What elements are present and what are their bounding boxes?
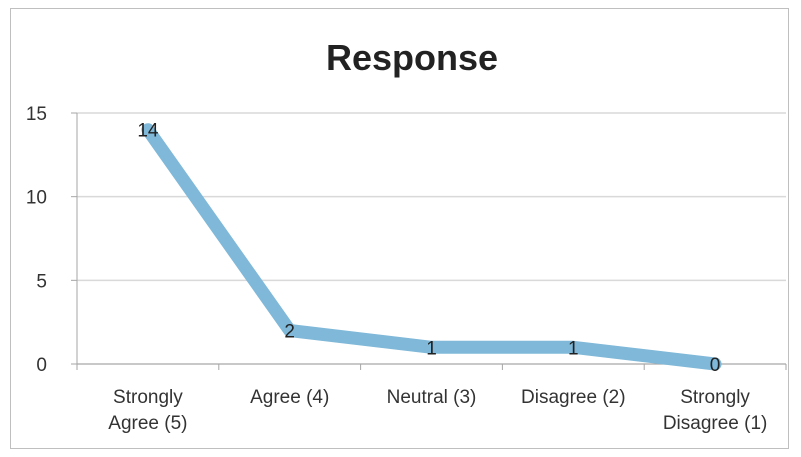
- x-tick-label: Strongly Disagree (1): [663, 387, 768, 434]
- y-tick-label: 10: [26, 188, 47, 209]
- data-label: 0: [710, 355, 721, 376]
- data-label: 2: [284, 322, 295, 343]
- chart-frame: [10, 8, 789, 449]
- x-tick-label: Disagree (2): [521, 387, 626, 408]
- x-tick-label: Strongly Agree (5): [108, 387, 187, 434]
- data-labels: 14 2 1 1 0: [137, 121, 720, 376]
- data-point: [714, 363, 717, 365]
- data-point: [430, 346, 433, 349]
- x-tick-label: Neutral (3): [387, 387, 477, 408]
- y-tick-label: 0: [36, 355, 47, 376]
- y-tick-label: 15: [26, 104, 47, 125]
- data-point: [572, 346, 575, 349]
- data-point: [146, 128, 149, 131]
- gridlines: [77, 112, 786, 282]
- series-line: [141, 123, 722, 371]
- chart-title: Response: [326, 37, 498, 78]
- series-line-path: [141, 123, 722, 371]
- data-label: 1: [426, 338, 437, 359]
- x-tick-label: Agree (4): [250, 387, 329, 408]
- data-point: [288, 329, 291, 332]
- data-label: 1: [568, 338, 579, 359]
- data-label: 14: [137, 121, 159, 142]
- y-tick-label: 5: [36, 271, 47, 292]
